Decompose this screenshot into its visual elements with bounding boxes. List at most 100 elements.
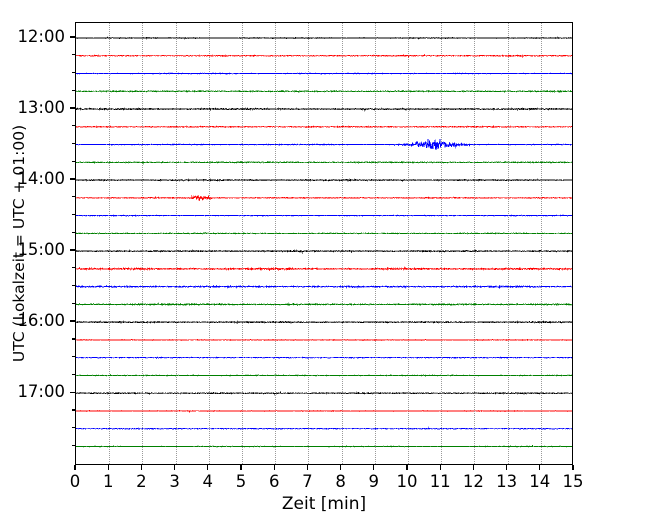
x-tick-mark	[306, 465, 309, 470]
y-tick-mark	[70, 391, 75, 393]
trace-1730	[76, 426, 572, 431]
trace-1615	[76, 338, 572, 342]
x-tick-label: 12	[462, 472, 484, 491]
y-tick-mark	[70, 178, 75, 180]
y-tick-mark-minor	[72, 356, 75, 358]
trace-1600	[76, 320, 572, 325]
trace-1530	[76, 284, 572, 290]
trace-1415	[76, 194, 572, 201]
x-tick-mark	[572, 465, 574, 470]
y-tick-mark-minor	[72, 71, 75, 74]
trace-1315	[76, 125, 572, 129]
y-tick-mark	[70, 249, 75, 251]
y-tick-mark-minor	[72, 285, 75, 287]
x-tick-label: 0	[69, 472, 81, 491]
trace-1630	[76, 356, 572, 360]
y-tick-mark-minor	[72, 214, 75, 216]
trace-1645	[76, 374, 572, 377]
x-tick-mark	[505, 465, 508, 470]
grid-line-vertical	[142, 23, 144, 464]
y-tick-mark-minor	[72, 373, 75, 376]
grid-line-vertical	[242, 23, 244, 464]
x-tick-label: 10	[396, 472, 418, 491]
x-tick-label: 2	[136, 472, 147, 491]
grid-lines	[76, 23, 572, 464]
x-tick-label: 9	[368, 472, 380, 491]
x-tick-mark	[273, 465, 275, 470]
trace-1430	[76, 214, 572, 218]
trace-1345	[76, 160, 572, 165]
grid-line-vertical	[341, 23, 344, 464]
y-tick-label: 16:00	[17, 311, 65, 331]
y-tick-mark-minor	[72, 409, 75, 411]
y-tick-mark-minor	[72, 267, 75, 269]
x-tick-mark	[373, 465, 375, 470]
y-tick-label: 17:00	[17, 382, 65, 402]
x-tick-label: 1	[102, 472, 114, 491]
y-tick-mark-minor	[72, 231, 75, 233]
y-tick-mark-minor	[72, 54, 75, 56]
trace-1745	[76, 444, 572, 448]
x-axis-label: Zeit [min]	[281, 494, 367, 514]
trace-1330	[76, 138, 572, 150]
grid-line-vertical	[540, 23, 543, 464]
x-tick-label: 5	[235, 472, 247, 491]
y-tick-mark	[70, 320, 75, 322]
trace-1200	[76, 36, 572, 40]
trace-1715	[76, 409, 572, 414]
y-tick-mark-minor	[72, 302, 75, 304]
x-tick-label: 11	[429, 472, 451, 491]
y-tick-mark-minor	[72, 444, 75, 447]
trace-layer	[76, 23, 572, 464]
x-tick-mark	[472, 465, 475, 470]
trace-1500	[76, 249, 572, 254]
grid-line-vertical	[374, 23, 377, 464]
y-tick-mark-minor	[72, 338, 75, 340]
y-tick-mark-minor	[72, 427, 75, 429]
x-tick-mark	[74, 465, 76, 470]
x-tick-mark	[107, 465, 109, 470]
x-tick-label: 7	[302, 472, 313, 491]
y-tick-label: 15:00	[17, 240, 65, 260]
x-tick-mark	[406, 465, 408, 470]
grid-line-vertical	[474, 23, 476, 464]
trace-1400	[76, 178, 572, 183]
y-tick-mark-minor	[72, 142, 75, 145]
y-tick-label: 12:00	[17, 27, 65, 46]
x-tick-label: 6	[268, 472, 280, 491]
grid-line-vertical	[408, 23, 410, 464]
x-tick-label: 13	[496, 472, 518, 491]
grid-line-vertical	[507, 23, 510, 464]
grid-line-vertical	[441, 23, 443, 464]
y-tick-mark-minor	[72, 125, 75, 127]
plot-area	[75, 22, 573, 465]
x-tick-label: 8	[335, 472, 346, 491]
x-tick-label: 15	[562, 472, 584, 491]
trace-1300	[76, 106, 572, 112]
x-tick-label: 3	[169, 472, 180, 491]
x-tick-mark	[439, 465, 441, 470]
x-tick-mark	[207, 465, 209, 470]
trace-1245	[76, 89, 572, 94]
grid-line-vertical	[175, 23, 178, 464]
trace-1215	[76, 53, 572, 59]
x-tick-mark	[240, 465, 242, 470]
grid-line-vertical	[208, 23, 211, 464]
trace-1700	[76, 390, 572, 396]
seismic-traces	[76, 36, 572, 448]
grid-line-vertical	[275, 23, 277, 464]
trace-1445	[76, 231, 572, 235]
x-tick-mark	[539, 465, 541, 470]
y-tick-mark	[70, 36, 75, 38]
x-tick-label: 4	[202, 472, 214, 491]
x-tick-label: 14	[529, 472, 551, 491]
trace-1230	[76, 72, 572, 75]
y-tick-label: 13:00	[17, 98, 65, 118]
y-tick-mark-minor	[72, 89, 75, 91]
grid-line-vertical	[109, 23, 111, 464]
x-tick-mark	[173, 465, 176, 470]
grid-line-vertical	[308, 23, 310, 464]
trace-1545	[76, 302, 572, 307]
trace-1515	[76, 266, 572, 272]
